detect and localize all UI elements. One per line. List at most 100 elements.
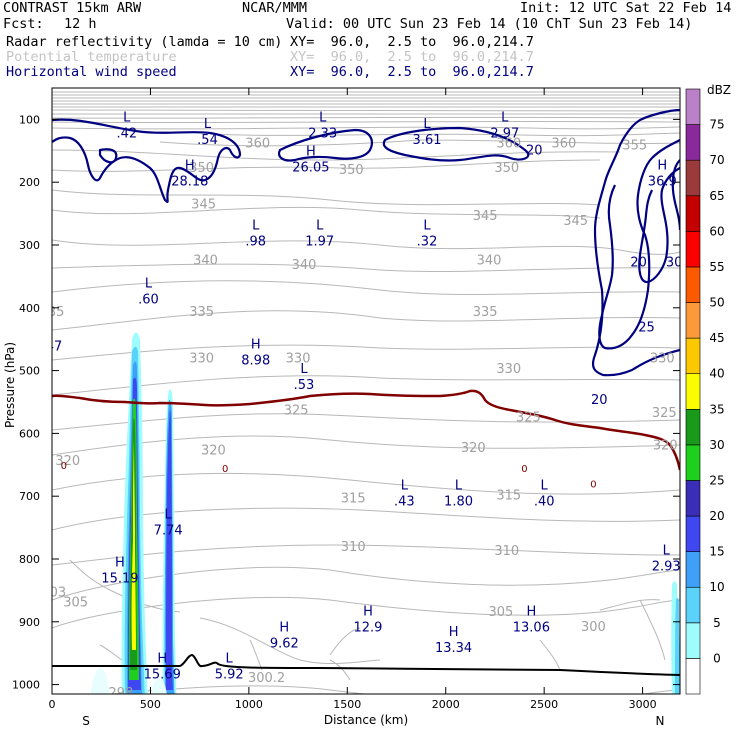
theta-label: 360 bbox=[496, 137, 521, 152]
init-time: Init: 12 UTC Sat 22 Feb 14 bbox=[520, 0, 732, 16]
extrema-type: L bbox=[300, 362, 308, 377]
extrema-value: .98 bbox=[245, 235, 266, 250]
colorbar-label: 0 bbox=[713, 651, 721, 665]
extrema-type: L bbox=[165, 508, 173, 523]
extrema-value: 36.9 bbox=[648, 174, 677, 189]
y-tick-label: 900 bbox=[19, 616, 40, 629]
freezing-label: 0 bbox=[222, 464, 228, 475]
theta-label: 315 bbox=[341, 491, 366, 506]
extrema-type: H bbox=[185, 158, 195, 173]
theta-label: 320 bbox=[55, 454, 80, 469]
theta-label: 340 bbox=[292, 258, 317, 273]
colorbar-label: 75 bbox=[709, 118, 724, 132]
colorbar-label: 15 bbox=[709, 545, 724, 559]
wind-label: 47 bbox=[46, 339, 63, 354]
extrema-value: .43 bbox=[394, 495, 415, 510]
colorbar-swatch bbox=[685, 515, 701, 552]
extrema-value: 3.61 bbox=[413, 133, 442, 148]
field-name-reflectivity: Radar reflectivity (lamda = 10 cm) bbox=[6, 34, 283, 50]
colorbar-label: 55 bbox=[709, 260, 724, 274]
extrema-type: L bbox=[455, 479, 463, 494]
y-tick-label: 600 bbox=[19, 427, 40, 440]
x-tick-label: 1500 bbox=[333, 698, 361, 711]
extrema-type: L bbox=[401, 479, 409, 494]
colorbar-label: 10 bbox=[709, 580, 724, 594]
y-tick-label: 500 bbox=[19, 365, 40, 378]
field-range-reflectivity: XY= 96.0, 2.5 to 96.0,214.7 bbox=[290, 34, 534, 50]
theta-label: 335 bbox=[189, 305, 214, 320]
extrema-type: H bbox=[363, 604, 373, 619]
extrema-value: 2.93 bbox=[652, 559, 681, 574]
terrain-surface-line bbox=[52, 653, 680, 676]
extrema-value: .42 bbox=[116, 127, 137, 142]
extrema-type: L bbox=[501, 111, 509, 126]
wind-label: 20 bbox=[591, 393, 608, 408]
colorbar-swatch bbox=[685, 551, 701, 588]
theta-label: 330 bbox=[496, 362, 521, 377]
extrema-value: .60 bbox=[138, 292, 159, 307]
colorbar-label: 5 bbox=[713, 616, 721, 630]
theta-label: 03 bbox=[50, 586, 67, 601]
theta-label: 305 bbox=[63, 596, 88, 611]
extrema-value: 13.34 bbox=[435, 641, 472, 656]
colorbar-label: 50 bbox=[709, 296, 724, 310]
theta-label: 298 bbox=[108, 686, 133, 701]
theta-label: 310 bbox=[494, 544, 519, 559]
extrema-value: .53 bbox=[294, 378, 315, 393]
freezing-level-line bbox=[52, 389, 680, 471]
extrema-value: 13.06 bbox=[513, 620, 550, 635]
freezing-label: 0 bbox=[521, 464, 527, 475]
theta-label: 350 bbox=[189, 161, 214, 176]
theta-label: 325 bbox=[516, 410, 541, 425]
colorbar-swatch bbox=[685, 373, 701, 410]
theta-label: 300.2 bbox=[248, 671, 285, 686]
extrema-value: 15.19 bbox=[101, 571, 138, 586]
extrema-type: H bbox=[526, 604, 536, 619]
extrema-value: 9.62 bbox=[270, 637, 299, 652]
theta-label: 350 bbox=[494, 161, 519, 176]
y-tick-label: 800 bbox=[19, 553, 40, 566]
colorbar-swatch bbox=[685, 195, 701, 232]
model-title: CONTRAST 15km ARW bbox=[3, 0, 142, 16]
colorbar-swatch bbox=[685, 408, 701, 446]
theta-label: 305 bbox=[488, 605, 513, 620]
extrema-value: 26.05 bbox=[292, 161, 329, 176]
field-name-wind: Horizontal wind speed bbox=[6, 64, 177, 80]
colorbar-swatch bbox=[685, 159, 701, 197]
colorbar-swatch bbox=[685, 302, 701, 339]
x-tick-label: 500 bbox=[140, 698, 161, 711]
theta-label: 355 bbox=[622, 139, 647, 154]
theta-label: 310 bbox=[341, 540, 366, 555]
theta-label: 360 bbox=[245, 137, 270, 152]
theta-label: 345 bbox=[563, 214, 588, 229]
field-range-wind: XY= 96.0, 2.5 to 96.0,214.7 bbox=[290, 64, 534, 80]
wind-label: 25 bbox=[638, 321, 655, 336]
extrema-type: L bbox=[316, 219, 324, 234]
extrema-value: 5.92 bbox=[215, 667, 244, 682]
theta-label: 330 bbox=[650, 351, 675, 366]
forecast-hours: 12 h bbox=[64, 16, 97, 32]
theta-label: 345 bbox=[191, 198, 216, 213]
extrema-value: .54 bbox=[197, 133, 218, 148]
extrema-value: 7.74 bbox=[154, 524, 183, 539]
colorbar-label: 35 bbox=[709, 402, 724, 416]
reflectivity-colorbar: 0 5 10 15 20 25 30 35 40 45 50 55 60 65 70 75 bbox=[685, 88, 725, 695]
wind-speed-contours bbox=[52, 108, 680, 377]
colorbar-label: 70 bbox=[709, 153, 724, 167]
colorbar-swatch bbox=[685, 124, 701, 161]
extrema-value: 1.97 bbox=[305, 235, 334, 250]
theta-label: 340 bbox=[193, 253, 218, 268]
colorbar-swatch bbox=[685, 444, 701, 481]
x-axis-title: Distance (km) bbox=[324, 713, 408, 727]
theta-label: 335 bbox=[473, 305, 498, 320]
theta-label: 340 bbox=[477, 253, 502, 268]
freezing-label: 0 bbox=[61, 461, 67, 472]
forecast-label: Fcst: bbox=[3, 16, 44, 32]
theta-label: 335 bbox=[40, 305, 65, 320]
valid-time: Valid: 00 UTC Sun 23 Feb 14 (10 ChT Sun … bbox=[286, 16, 693, 32]
theta-label: 330 bbox=[189, 351, 214, 366]
extrema-type: L bbox=[252, 219, 260, 234]
colorbar-swatch bbox=[685, 658, 701, 695]
